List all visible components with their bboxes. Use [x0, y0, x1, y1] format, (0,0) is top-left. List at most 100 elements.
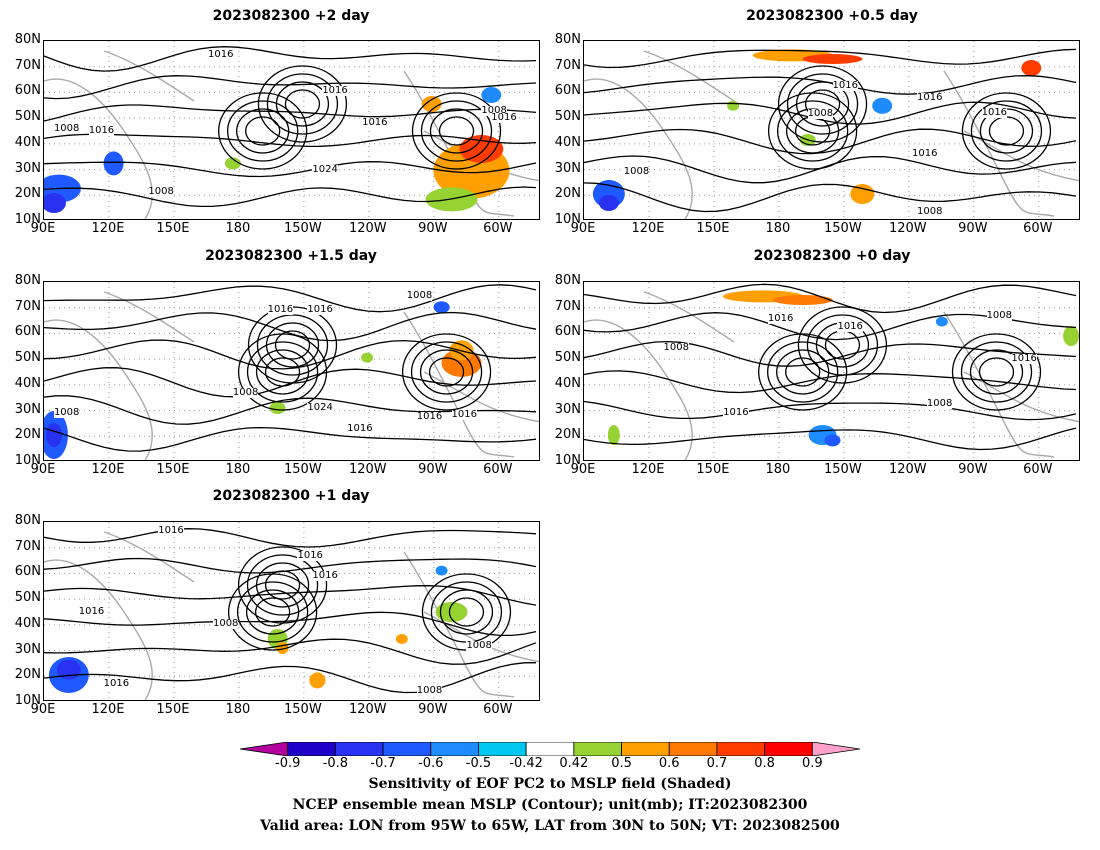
x-tick-label: 90W — [958, 462, 988, 477]
panel-title: 2023082300 +0 day — [753, 248, 911, 264]
y-tick-label: 30N — [14, 160, 41, 176]
y-tick-label: 30N — [14, 401, 41, 417]
x-tick-label: 120W — [888, 221, 927, 236]
colorbar-segment — [334, 742, 384, 756]
contour-label: 1016 — [832, 79, 858, 91]
mslp-contour — [584, 340, 1077, 367]
contour-label: 1008 — [916, 205, 943, 217]
mslp-contour — [584, 48, 1077, 69]
map-canvas — [584, 41, 1079, 219]
y-tick-label: 50N — [14, 350, 41, 366]
x-tick-label: 60W — [483, 221, 513, 236]
colorbar-label: -0.8 — [322, 756, 349, 771]
sensitivity-shading — [45, 423, 62, 447]
y-tick-label: 10N — [14, 212, 41, 227]
x-tick-label: 150W — [824, 221, 862, 236]
colorbar-segment — [573, 742, 622, 756]
x-tick-label: 180 — [765, 221, 791, 236]
mslp-closed-contour — [265, 322, 320, 368]
coastline — [584, 291, 1079, 460]
y-tick-label: 40N — [554, 375, 581, 391]
mslp-closed-contour — [237, 546, 328, 624]
colorbar-label: 0.8 — [754, 756, 775, 771]
x-tick-label: 60W — [1023, 221, 1053, 236]
x-tick-label: 150E — [156, 462, 190, 477]
contour-label: 1016 — [322, 85, 348, 96]
y-tick-label: 80N — [554, 32, 581, 47]
x-tick-label: 90E — [570, 462, 596, 477]
y-tick-label: 70N — [554, 298, 581, 314]
y-tick-label: 80N — [14, 273, 41, 288]
x-tick-label: 150W — [284, 702, 322, 717]
colorbar-segment — [811, 742, 860, 756]
mslp-contour — [584, 427, 1077, 451]
colorbar-segment — [382, 742, 432, 756]
y-tick-label: 20N — [14, 186, 41, 202]
sensitivity-shading — [309, 672, 326, 689]
contour-label: 1008 — [926, 398, 953, 409]
contour-label: 1016 — [208, 49, 234, 60]
sensitivity-shading — [269, 402, 286, 414]
mslp-closed-contour — [969, 349, 1024, 395]
x-tick-label: 60W — [483, 702, 513, 717]
y-tick-label: 50N — [554, 350, 581, 366]
sensitivity-shading — [481, 87, 502, 103]
contour-label: 1016 — [491, 112, 517, 123]
map-canvas — [584, 282, 1079, 460]
y-tick-label: 10N — [14, 693, 41, 708]
colorbar-label: -0.42 — [509, 756, 543, 771]
x-tick-label: 120E — [91, 221, 125, 236]
contour-label: 1016 — [916, 92, 943, 104]
mslp-contour — [44, 638, 537, 665]
mslp-closed-contour — [420, 100, 493, 162]
x-tick-label: 90W — [418, 702, 448, 717]
y-tick-label: 70N — [554, 57, 581, 73]
mslp-closed-contour — [806, 314, 879, 376]
mslp-closed-contour — [438, 116, 475, 146]
x-tick-label: 120E — [631, 221, 665, 236]
contour-label: 1008 — [663, 342, 689, 354]
map-frame: 1016 1008 1016 1016 1008 1016 1008 — [583, 40, 1080, 220]
mslp-contour — [584, 283, 1077, 314]
mslp-closed-contour — [419, 349, 474, 395]
y-tick-label: 60N — [14, 83, 41, 99]
x-tick-label: 180 — [225, 221, 251, 236]
x-tick-label: 150W — [824, 462, 862, 477]
colorbar-segment — [430, 742, 479, 756]
y-tick-label: 50N — [554, 109, 581, 125]
mslp-contour — [584, 370, 1077, 394]
sensitivity-shading — [435, 602, 468, 622]
x-tick-label: 150W — [284, 462, 322, 477]
colorbar-segment — [668, 742, 718, 756]
mslp-closed-contour — [767, 341, 839, 403]
y-tick-label: 10N — [554, 212, 581, 227]
mslp-closed-contour — [411, 92, 502, 170]
x-tick-label: 120W — [348, 702, 387, 717]
mslp-closed-contour — [275, 81, 330, 127]
mslp-contour — [44, 611, 537, 637]
colorbar-segment — [621, 742, 670, 756]
caption-line-3: Valid area: LON from 95W to 65W, LAT fro… — [260, 818, 840, 834]
map-frame: 1016 1016 1016 1008 1016 1008 1016 1008 — [43, 521, 540, 701]
x-tick-label: 180 — [225, 702, 251, 717]
mslp-closed-contour — [254, 597, 291, 627]
x-tick-label: 120W — [348, 221, 387, 236]
sensitivity-shading — [1063, 326, 1079, 346]
contour-label: 1016 — [307, 304, 333, 316]
colorbar-label: 0.6 — [658, 756, 680, 771]
mslp-closed-contour — [428, 357, 465, 387]
colorbar-label: -0.6 — [418, 756, 444, 771]
x-tick-label: 180 — [225, 462, 251, 477]
mslp-contour — [44, 161, 537, 178]
x-tick-label: 120E — [631, 462, 665, 477]
contour-label: 1008 — [232, 387, 259, 399]
mslp-closed-contour — [795, 81, 850, 127]
contour-label: 1024 — [307, 401, 333, 413]
panel-title: 2023082300 +1.5 day — [205, 248, 377, 264]
mslp-closed-contour — [247, 306, 338, 384]
mslp-closed-contour — [257, 65, 348, 143]
x-tick-label: 90E — [30, 462, 56, 477]
contour-label: 1016 — [103, 677, 130, 689]
mslp-closed-contour — [978, 357, 1015, 387]
x-tick-label: 150E — [156, 702, 190, 717]
